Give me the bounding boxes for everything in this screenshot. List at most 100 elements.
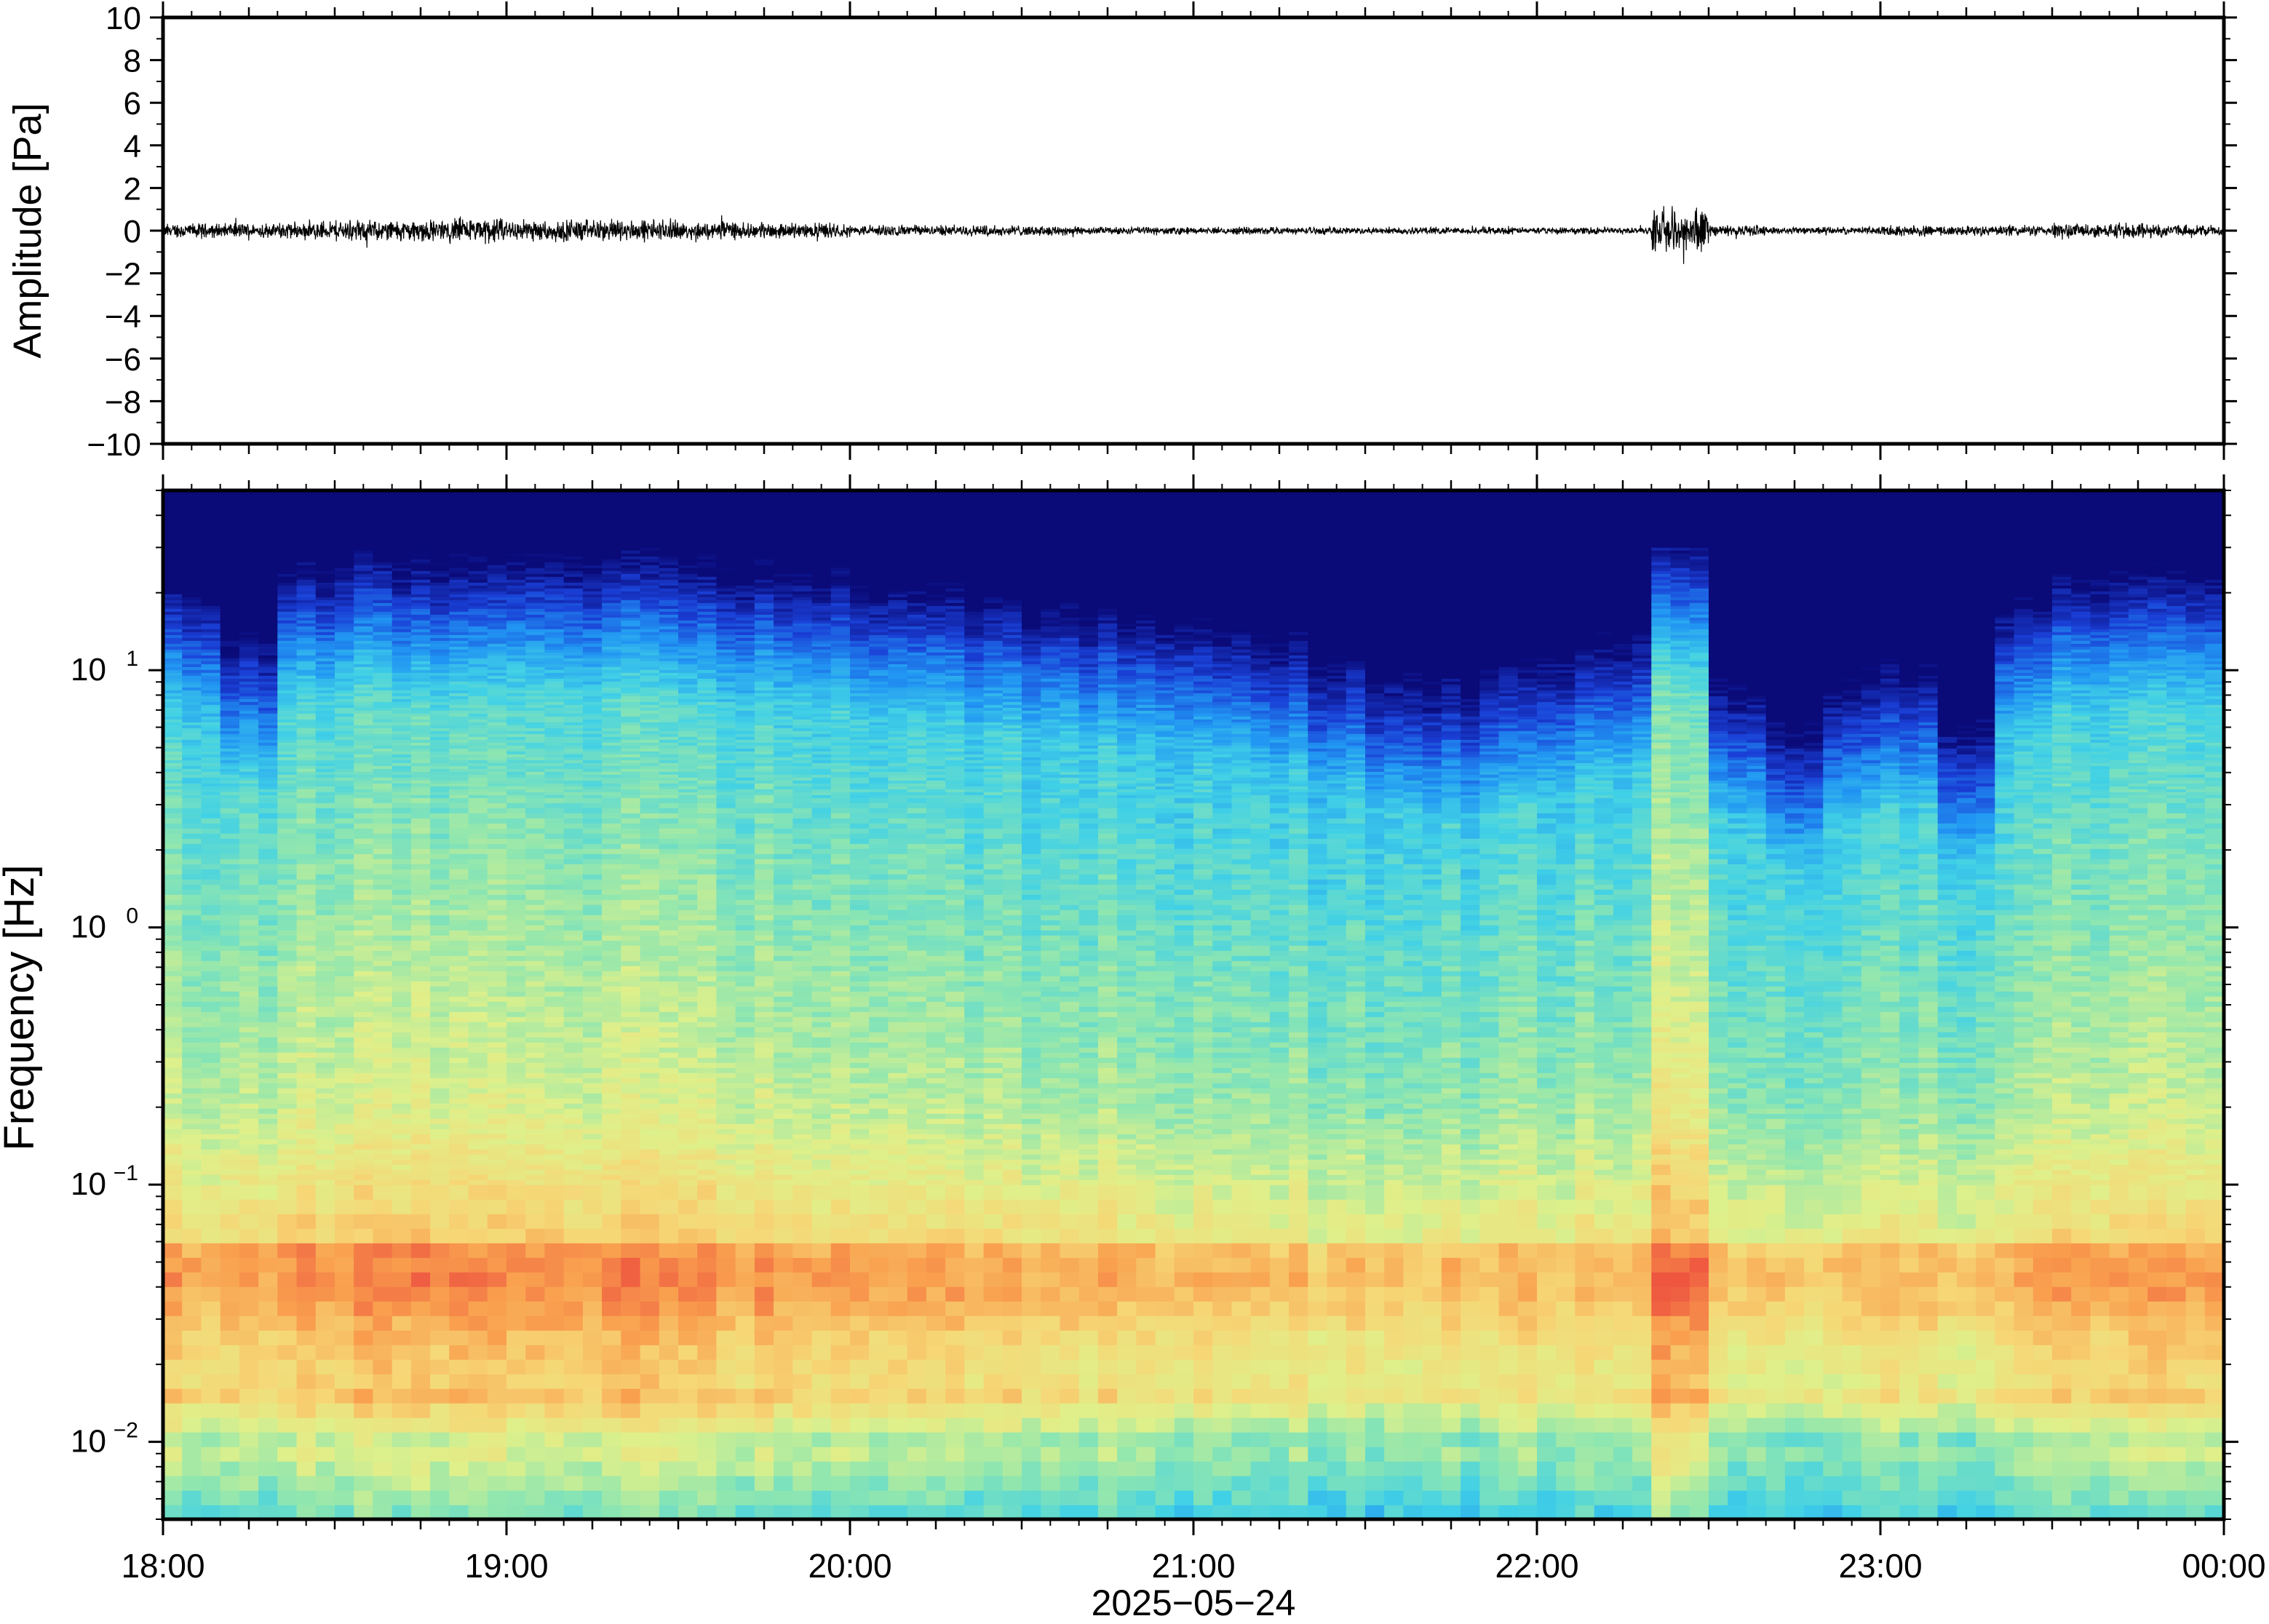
spectrogram-cell <box>296 1179 317 1185</box>
spectrogram-cell <box>506 643 526 647</box>
spectrogram-cell <box>468 544 488 548</box>
spectrogram-cell <box>449 1164 469 1170</box>
spectrogram-cell <box>354 672 374 676</box>
spectrogram-cell <box>239 646 259 650</box>
spectrogram-cell <box>582 1103 603 1109</box>
spectrogram-cell <box>487 1032 507 1038</box>
spectrogram-cell <box>544 701 565 705</box>
spectrogram-cell <box>410 1505 431 1519</box>
spectrogram-cell <box>163 1417 183 1433</box>
spectrogram-cell <box>392 582 412 586</box>
spectrogram-cell <box>449 976 469 982</box>
spectrogram-cell <box>258 771 279 775</box>
spectrogram-cell <box>410 1432 431 1447</box>
spectrogram-cell <box>373 803 393 808</box>
spectrogram-cell <box>201 1243 221 1258</box>
spectrogram-cell <box>296 1108 317 1114</box>
spectrogram-cell <box>239 774 259 778</box>
spectrogram-cell <box>163 818 183 824</box>
spectrogram-cell <box>201 614 221 618</box>
spectrogram-cell <box>449 1139 469 1145</box>
spectrogram-cell <box>182 1006 202 1012</box>
spectrogram-cell <box>220 634 240 638</box>
spectrogram-cell <box>373 524 393 528</box>
spectrogram-cell <box>410 736 431 740</box>
spectrogram-cell <box>430 733 450 737</box>
spectrogram-cell <box>582 681 603 685</box>
spectrogram-cell <box>335 1388 354 1404</box>
spectrogram-cell <box>239 1461 259 1476</box>
spectrogram-cell <box>163 556 183 560</box>
spectrogram-cell <box>220 739 240 743</box>
spectrogram-cell <box>449 570 469 574</box>
spectrogram-cell <box>392 1286 412 1302</box>
spectrogram-cell <box>220 874 240 880</box>
spectrogram-cell <box>354 1052 374 1058</box>
spectrogram-cell <box>525 1154 546 1160</box>
spectrogram-cell <box>487 843 507 849</box>
spectrogram-cell <box>315 996 335 1002</box>
spectrogram-cell <box>506 733 526 737</box>
spectrogram-cell <box>392 751 412 755</box>
spectrogram-cell <box>201 582 221 586</box>
spectrogram-cell <box>182 594 202 597</box>
spectrogram-cell <box>468 986 488 992</box>
spectrogram-cell <box>373 1088 393 1094</box>
spectrogram-cell <box>506 789 526 792</box>
spectrogram-cell <box>296 713 317 717</box>
spectrogram-cell <box>315 538 335 542</box>
spectrogram-cell <box>602 976 622 982</box>
spectrogram-cell <box>335 736 354 740</box>
spectrogram-cell <box>525 1144 546 1150</box>
spectrogram-cell <box>296 789 317 792</box>
spectrogram-cell <box>468 889 488 895</box>
spectrogram-cell <box>563 864 584 869</box>
spectrogram-cell <box>525 553 546 557</box>
spectrogram-cell <box>239 658 259 661</box>
spectrogram-cell <box>315 1179 335 1185</box>
spectrogram-cell <box>582 696 603 699</box>
spectrogram-cell <box>449 664 469 667</box>
spectrogram-cell <box>239 925 259 931</box>
spectrogram-cell <box>487 950 507 956</box>
spectrogram-cell <box>277 823 298 829</box>
spectrogram-cell <box>315 506 335 510</box>
spectrogram-cell <box>258 591 279 594</box>
spectrogram-cell <box>506 874 526 880</box>
spectrogram-cell <box>410 498 431 501</box>
spectrogram-cell <box>239 792 259 795</box>
spectrogram-cell <box>430 550 450 554</box>
spectrogram-cell <box>163 515 183 519</box>
spectrogram-cell <box>525 582 546 586</box>
spectrogram-cell <box>258 693 279 696</box>
spectrogram-cell <box>373 722 393 725</box>
spectrogram-cell <box>525 1164 546 1170</box>
spectrogram-cell <box>468 588 488 592</box>
spectrogram-cell <box>487 739 507 743</box>
spectrogram-cell <box>373 768 393 772</box>
spectrogram-cell <box>544 710 565 714</box>
spectrogram-cell <box>373 509 393 513</box>
spectrogram-cell <box>335 617 354 621</box>
spectrogram-cell <box>296 495 317 498</box>
spectrogram-cell <box>468 920 488 926</box>
spectrogram-cell <box>258 664 279 667</box>
spectrogram-cell <box>410 562 431 565</box>
spectrogram-cell <box>373 1118 393 1124</box>
spectrogram-cell <box>544 1001 565 1007</box>
spectrogram-cell <box>392 940 412 946</box>
spectrogram-cell <box>544 789 565 792</box>
spectrogram-cell <box>163 915 183 920</box>
spectrogram-cell <box>430 859 450 864</box>
spectrogram-cell <box>602 1027 622 1032</box>
spectrogram-cell <box>468 899 488 905</box>
spectrogram-cell <box>277 506 298 510</box>
spectrogram-cell <box>449 658 469 661</box>
spectrogram-cell <box>354 1228 374 1243</box>
spectrogram-cell <box>354 1057 374 1063</box>
spectrogram-cell <box>239 710 259 714</box>
spectrogram-cell <box>430 687 450 690</box>
spectrogram-cell <box>410 1072 431 1078</box>
spectrogram-cell <box>277 786 298 789</box>
spectrogram-cell <box>449 792 469 795</box>
